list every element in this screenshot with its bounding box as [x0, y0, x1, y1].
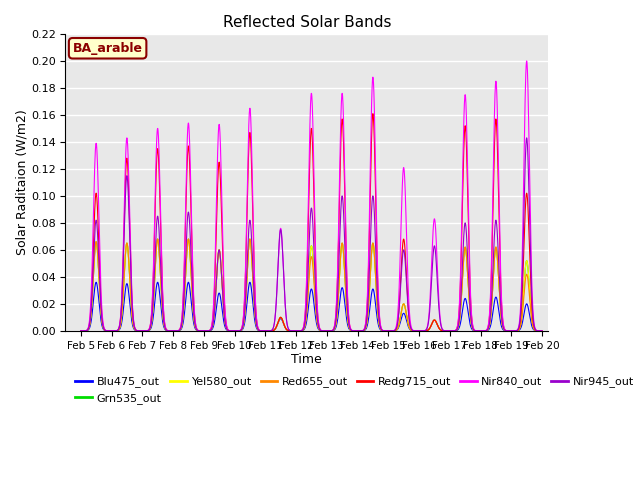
- X-axis label: Time: Time: [291, 353, 322, 366]
- Title: Reflected Solar Bands: Reflected Solar Bands: [223, 15, 391, 30]
- Legend: Blu475_out, Grn535_out, Yel580_out, Red655_out, Redg715_out, Nir840_out, Nir945_: Blu475_out, Grn535_out, Yel580_out, Red6…: [71, 372, 638, 408]
- Y-axis label: Solar Raditaion (W/m2): Solar Raditaion (W/m2): [15, 109, 28, 255]
- Text: BA_arable: BA_arable: [72, 42, 143, 55]
